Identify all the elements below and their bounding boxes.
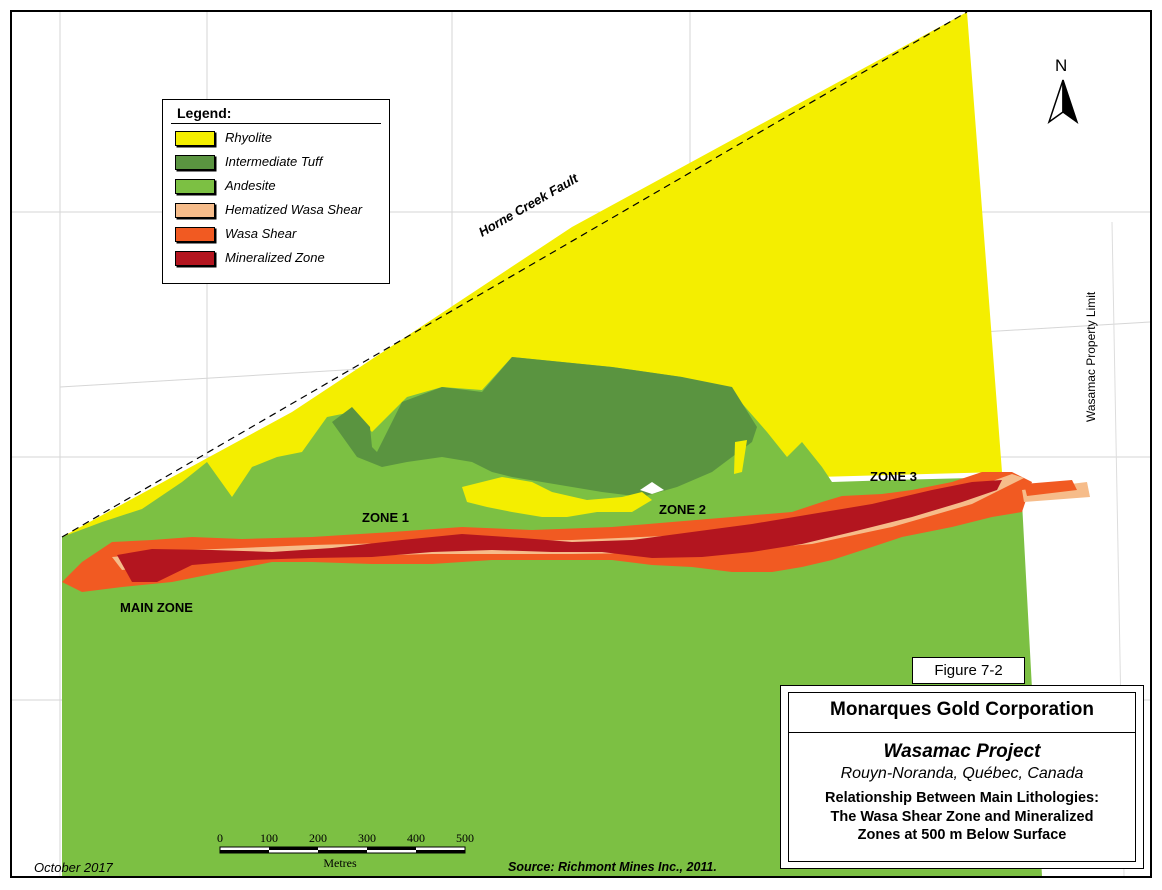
property-limit-label: Wasamac Property Limit bbox=[1084, 291, 1098, 422]
caption-line: The Wasa Shear Zone and Mineralized bbox=[830, 808, 1094, 825]
legend-item-rhyolite: Rhyolite bbox=[175, 128, 385, 148]
figure-label: Figure 7-2 bbox=[912, 657, 1025, 684]
legend-item-mineralized-zone: Mineralized Zone bbox=[175, 248, 385, 268]
project-name: Wasamac Project bbox=[883, 741, 1041, 762]
legend-item-hematized-wasa-shear: Hematized Wasa Shear bbox=[175, 200, 385, 220]
north-arrow-icon bbox=[1047, 79, 1079, 124]
project-location: Rouyn-Noranda, Québec, Canada bbox=[840, 765, 1084, 782]
north-label: N bbox=[1055, 56, 1068, 75]
legend-label: Rhyolite bbox=[225, 130, 272, 145]
legend-label: Hematized Wasa Shear bbox=[225, 202, 363, 217]
horne-creek-fault-line bbox=[61, 12, 968, 538]
mineralized-zone-area bbox=[117, 480, 1002, 582]
legend-swatch bbox=[175, 179, 215, 194]
rhyolite-area bbox=[62, 12, 1002, 537]
scale-tick: 500 bbox=[456, 831, 474, 845]
legend-swatch bbox=[175, 203, 215, 218]
title-block: Monarques Gold Corporation Wasamac Proje… bbox=[780, 685, 1144, 869]
legend-swatch bbox=[175, 251, 215, 266]
wasa-shear-area bbox=[62, 472, 1032, 592]
legend-swatch bbox=[175, 155, 215, 170]
scale-tick: 100 bbox=[260, 831, 278, 845]
legend-label: Wasa Shear bbox=[225, 226, 297, 241]
caption-line: Zones at 500 m Below Surface bbox=[857, 827, 1067, 843]
legend-title: Legend: bbox=[177, 105, 232, 121]
zone1-label: ZONE 1 bbox=[362, 510, 409, 525]
map-date: October 2017 bbox=[34, 860, 113, 875]
legend-item-wasa-shear: Wasa Shear bbox=[175, 224, 385, 244]
zone3-label: ZONE 3 bbox=[870, 469, 917, 484]
scale-tick: 400 bbox=[407, 831, 425, 845]
legend-swatch bbox=[175, 131, 215, 146]
main-zone-label: MAIN ZONE bbox=[120, 600, 193, 615]
caption-line: Relationship Between Main Lithologies: bbox=[825, 790, 1099, 806]
rhyolite-sliver bbox=[734, 440, 747, 474]
legend-label: Andesite bbox=[225, 178, 276, 193]
legend-item-intermediate-tuff: Intermediate Tuff bbox=[175, 152, 385, 172]
legend-swatch bbox=[175, 227, 215, 242]
legend: Legend: Rhyolite Intermediate Tuff Andes… bbox=[162, 99, 390, 284]
map-frame: Horne Creek Fault Wasamac Property Limit… bbox=[10, 10, 1152, 878]
hematized-shear-area bbox=[112, 474, 1024, 570]
scale-bar: 0 100 200 300 400 500 Metres bbox=[212, 830, 492, 876]
scale-tick: 300 bbox=[358, 831, 376, 845]
rhyolite-enclave bbox=[462, 477, 652, 517]
fault-label: Horne Creek Fault bbox=[476, 170, 581, 239]
scale-tick: 200 bbox=[309, 831, 327, 845]
company-name: Monarques Gold Corporation bbox=[830, 699, 1094, 720]
figure-caption: Relationship Between Main Lithologies: T… bbox=[789, 789, 1135, 845]
legend-item-andesite: Andesite bbox=[175, 176, 385, 196]
scale-tick: 0 bbox=[217, 831, 223, 845]
intermediate-tuff-area bbox=[332, 357, 757, 497]
legend-label: Mineralized Zone bbox=[225, 250, 325, 265]
north-arrow: N bbox=[1047, 56, 1087, 126]
zone2-label: ZONE 2 bbox=[659, 502, 706, 517]
scale-unit: Metres bbox=[323, 856, 357, 870]
legend-label: Intermediate Tuff bbox=[225, 154, 323, 169]
map-source: Source: Richmont Mines Inc., 2011. bbox=[508, 860, 717, 874]
wasa-shear-east bbox=[1024, 480, 1077, 496]
